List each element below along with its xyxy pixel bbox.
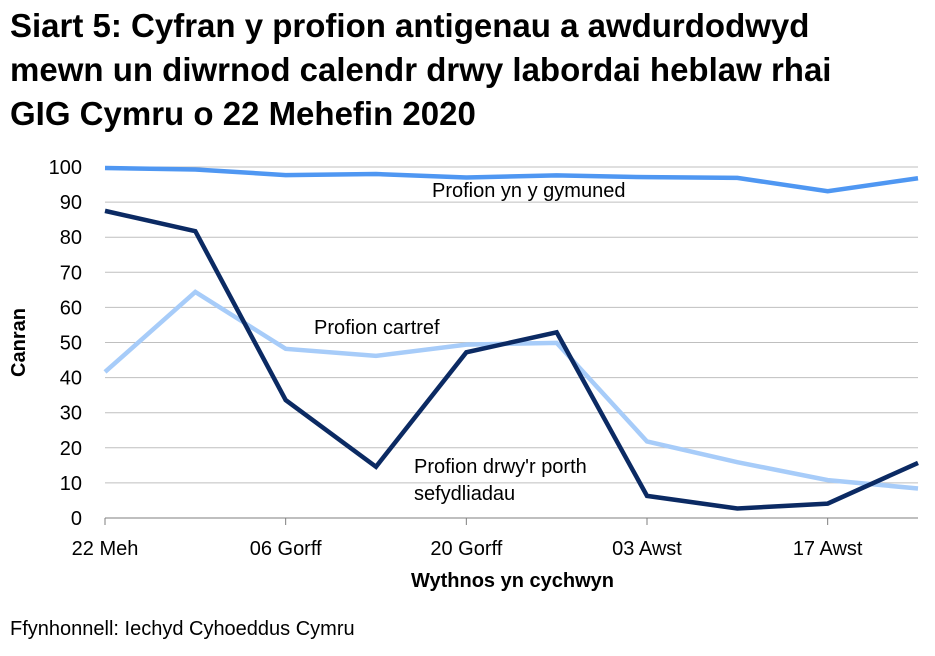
series-label: sefydliadau xyxy=(414,483,515,505)
y-tick-label: 0 xyxy=(71,508,82,530)
y-tick-label: 90 xyxy=(60,192,82,214)
x-tick-label: 03 Awst xyxy=(612,538,682,560)
y-tick-label: 20 xyxy=(60,438,82,460)
x-axis-title: Wythnos yn cychwyn xyxy=(411,570,614,592)
y-tick-label: 60 xyxy=(60,297,82,319)
y-tick-label: 40 xyxy=(60,368,82,390)
x-tick-label: 06 Gorff xyxy=(250,538,322,560)
series-label: Profion yn y gymuned xyxy=(432,180,625,202)
source-note: Ffynhonnell: Iechyd Cyhoeddus Cymru xyxy=(10,618,355,640)
y-tick-label: 80 xyxy=(60,227,82,249)
y-tick-label: 30 xyxy=(60,403,82,425)
chart-title-line-2: mewn un diwrnod calendr drwy labordai he… xyxy=(10,51,832,88)
y-tick-label: 50 xyxy=(60,333,82,355)
series-label: Profion drwy'r porth xyxy=(414,456,587,478)
series-label: Profion cartref xyxy=(314,317,440,339)
x-tick-label: 17 Awst xyxy=(793,538,863,560)
chart-title-line-1: Siart 5: Cyfran y profion antigenau a aw… xyxy=(10,7,810,44)
y-tick-label: 10 xyxy=(60,473,82,495)
chart-title: Siart 5: Cyfran y profion antigenau a aw… xyxy=(10,4,925,136)
x-tick-label: 22 Meh xyxy=(72,538,139,560)
y-axis-title: Canran xyxy=(8,308,30,377)
chart-title-line-3: GIG Cymru o 22 Mehefin 2020 xyxy=(10,95,476,132)
x-tick-label: 20 Gorff xyxy=(430,538,502,560)
y-tick-label: 100 xyxy=(49,157,82,179)
y-tick-label: 70 xyxy=(60,262,82,284)
series-line-1 xyxy=(104,165,919,194)
series-line-3 xyxy=(104,208,919,511)
